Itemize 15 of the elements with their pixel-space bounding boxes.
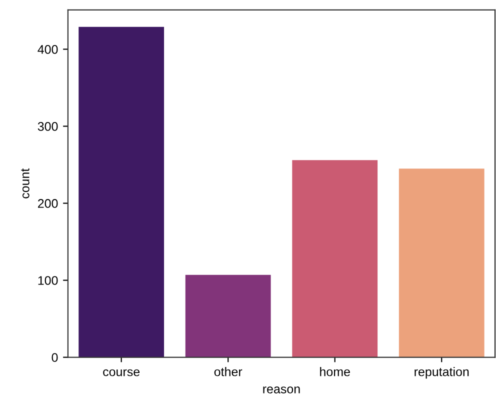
- y-tick-label: 0: [52, 353, 58, 362]
- y-tick-label: 200: [38, 199, 58, 208]
- bar: [78, 26, 164, 358]
- x-axis-title: reason: [263, 386, 300, 394]
- bar: [292, 160, 378, 358]
- bar: [398, 168, 484, 358]
- y-tick-label: 100: [38, 276, 58, 285]
- x-tick-label: reputation: [414, 367, 469, 379]
- x-tick-label: course: [103, 369, 140, 376]
- y-axis-title: count: [21, 168, 30, 198]
- x-tick-label: other: [214, 367, 242, 376]
- x-tick-label: home: [320, 367, 350, 376]
- bar: [185, 274, 271, 358]
- y-tick-label: 300: [38, 122, 58, 131]
- y-tick-label: 400: [38, 45, 58, 54]
